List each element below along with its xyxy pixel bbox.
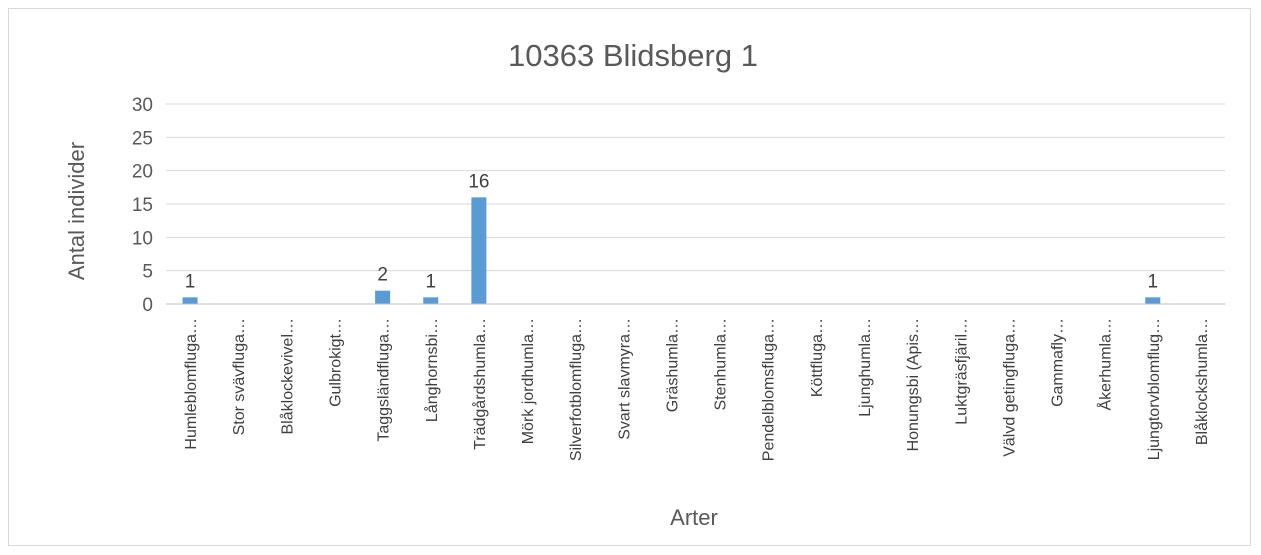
x-tick-label: Mörk jordhumla… — [520, 318, 537, 444]
x-axis-title: Arter — [670, 505, 718, 530]
x-tick-label: Gulbrokigt… — [327, 318, 344, 407]
bar — [471, 197, 487, 304]
x-tick-label: Pendelblomsfluga… — [761, 318, 778, 461]
x-tick-label: Långhornsbi… — [423, 318, 441, 422]
y-tick-label: 0 — [142, 295, 153, 316]
x-tick-label: Stenhumla… — [713, 318, 730, 411]
data-label: 1 — [425, 271, 436, 292]
x-tick-label: Silverfotblomfluga… — [568, 318, 585, 461]
x-tick-label: Välvd getingfluga… — [1001, 318, 1018, 457]
y-tick-label: 10 — [132, 228, 153, 249]
data-label: 1 — [185, 271, 196, 292]
bar — [182, 297, 198, 304]
bar — [375, 290, 391, 304]
x-tick-labels: Humleblomfluga… Stor svävfluga… Blåklockev… — [183, 318, 1211, 461]
bar-chart: 0 5 10 15 20 25 30 Humleblomfluga… Stor svävflu… — [64, 38, 1225, 530]
x-tick-label: Blåklockevivel… — [278, 318, 296, 434]
y-tick-labels: 0 5 10 15 20 25 30 — [132, 95, 153, 316]
x-tick-label: Ljungtorvblomflug… — [1146, 318, 1163, 460]
chart-frame: 0 5 10 15 20 25 30 Humleblomfluga… Stor svävflu… — [8, 8, 1251, 546]
gridlines — [166, 103, 1225, 272]
x-tick-label: Gammafly… — [1050, 318, 1067, 407]
y-tick-label: 5 — [142, 262, 153, 283]
bars — [182, 197, 1161, 304]
x-tick-label: Trädgårdshumla… — [471, 318, 489, 450]
chart-title: 10363 Blidsberg 1 — [508, 38, 758, 73]
data-label: 16 — [468, 171, 489, 192]
x-tick-label: Svart slavmyra… — [616, 318, 633, 440]
x-tick-label: Gräshumla… — [664, 318, 681, 412]
x-tick-label: Taggsländfluga… — [376, 318, 393, 442]
data-label: 1 — [1148, 271, 1159, 292]
x-tick-label: Honungsbi (Apis… — [905, 318, 922, 451]
data-label: 2 — [377, 265, 388, 286]
bar — [423, 297, 439, 304]
x-tick-label: Luktgräsfjäril… — [953, 318, 970, 425]
x-tick-label: Åkerhumla… — [1096, 318, 1115, 410]
x-tick-label: Köttfluga… — [809, 318, 826, 397]
y-axis-title: Antal individer — [64, 142, 89, 280]
x-tick-label: Blåklockshumla… — [1193, 318, 1211, 445]
y-tick-label: 15 — [132, 195, 153, 216]
y-tick-label: 25 — [132, 128, 153, 149]
x-tick-label: Ljunghumla… — [857, 318, 874, 417]
bar — [1145, 297, 1161, 304]
y-tick-label: 30 — [132, 95, 153, 116]
x-tick-label: Humleblomfluga… — [183, 318, 200, 450]
x-tick-label: Stor svävfluga… — [231, 318, 248, 435]
y-tick-label: 20 — [132, 162, 153, 183]
data-labels: 1 2 1 16 1 — [185, 171, 1158, 292]
